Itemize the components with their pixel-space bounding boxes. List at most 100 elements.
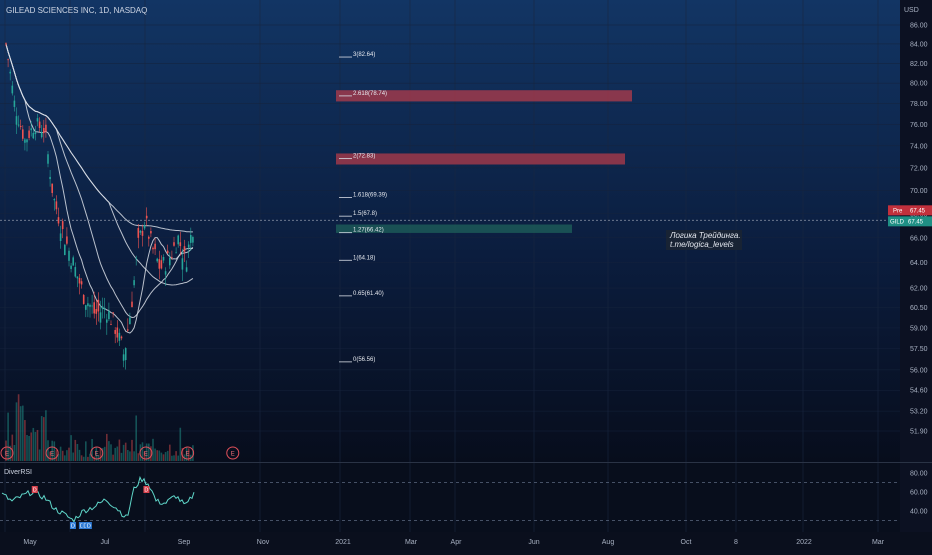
volume-bar (122, 444, 125, 461)
price-tick-label: 78.00 (910, 101, 928, 108)
candle-body (28, 130, 30, 138)
volume-bar (118, 439, 121, 461)
candle-body (135, 258, 137, 260)
time-axis-label: May (23, 539, 37, 546)
divergence-marker-bullish (82, 522, 89, 529)
zone-0 (336, 90, 632, 102)
divergence-marker-label: D (80, 524, 84, 530)
volume-bars (5, 394, 194, 461)
divergence-marker-label: D (144, 488, 148, 494)
fib-label: 1(64.18) (353, 255, 375, 261)
chart-title: GILEAD SCIENCES INC, 1D, NASDAQ (6, 6, 147, 15)
candle-body (101, 306, 104, 310)
candle-body (175, 252, 177, 254)
candle-body (181, 258, 184, 270)
volume-bar (116, 446, 119, 461)
volume-bar (38, 449, 41, 461)
volume-bar (99, 448, 102, 461)
candle-body (66, 236, 68, 244)
price-tick-label: 80.00 (910, 81, 928, 88)
volume-bar (64, 455, 66, 461)
grid (0, 0, 900, 532)
candle-body (164, 271, 167, 275)
price-tick-label: 51.90 (910, 429, 928, 436)
candle-body (9, 71, 11, 74)
candle-body (93, 302, 95, 314)
price-tick-label: 74.00 (910, 143, 928, 150)
rsi-tick-label: 80.00 (910, 470, 928, 477)
candle-body (129, 317, 131, 325)
time-axis-label: Jul (101, 539, 110, 546)
volume-bar (24, 420, 26, 461)
volume-bar (32, 427, 35, 461)
candle-body (49, 176, 51, 180)
volume-bar (89, 453, 91, 461)
candle-body (19, 125, 22, 127)
volume-bar (137, 453, 140, 461)
volume-bar (82, 456, 85, 461)
candle-body (53, 199, 56, 201)
candle-body (76, 276, 79, 279)
price-tick-label: 86.00 (910, 23, 928, 30)
candle-body (127, 329, 129, 331)
candle-body (70, 265, 72, 269)
candle-body (34, 132, 37, 135)
candle-body (139, 230, 142, 233)
candle-body (122, 354, 125, 361)
candle-body (166, 250, 169, 254)
last-symbol: GILD (890, 219, 905, 225)
candle-body (183, 246, 186, 252)
candle-body (78, 277, 81, 284)
divergence-marker-label: D (87, 524, 91, 530)
candle-body (89, 304, 91, 307)
candle-body (80, 281, 83, 285)
volume-bar (160, 452, 163, 461)
candle-body (5, 43, 7, 45)
candle-body (108, 310, 110, 320)
fib-label: 1.618(69.39) (353, 193, 387, 199)
moving-averages (5, 44, 194, 334)
candle-body (26, 139, 28, 143)
candle-body (162, 256, 165, 261)
divergence-marker-label: D (83, 524, 87, 530)
last-price-tag: GILD 67.45 (888, 216, 932, 227)
volume-bar (57, 453, 60, 461)
time-axis-label: Mar (405, 539, 418, 546)
volume-bar (127, 450, 129, 461)
rsi-pane-background (0, 462, 900, 532)
candle-body (15, 116, 18, 125)
volume-bar (110, 444, 112, 461)
candle-body (32, 132, 35, 139)
volume-bar (43, 417, 45, 461)
volume-bar (169, 444, 171, 461)
candle-body (24, 139, 26, 143)
candle-body (40, 132, 43, 138)
time-axis-label: Sep (178, 539, 191, 546)
volume-bar (181, 447, 184, 461)
time-axis-label: Jun (528, 539, 539, 546)
moving-average-100 (5, 44, 193, 233)
volume-bar (11, 434, 14, 461)
candle-body (38, 121, 41, 128)
time-axis-label: Oct (681, 539, 692, 546)
candle-body (152, 247, 154, 250)
candle-body (112, 312, 114, 314)
candle-body (97, 299, 100, 312)
price-axis-background (900, 0, 932, 532)
volume-bar (129, 451, 131, 461)
volume-bar (45, 410, 47, 461)
volume-bar (51, 440, 53, 461)
zone-2 (336, 224, 572, 233)
currency-label: USD (904, 7, 919, 14)
candle-body (148, 236, 150, 239)
volume-bar (28, 435, 30, 461)
volume-bar (87, 456, 89, 461)
volume-bar (70, 435, 72, 461)
volume-bar (106, 433, 108, 461)
volume-bar (7, 412, 9, 461)
divergence-marker-bullish (78, 522, 85, 529)
volume-bar (95, 446, 98, 461)
earnings-marker-icon (226, 446, 240, 460)
price-tick-label: 62.00 (910, 286, 928, 293)
